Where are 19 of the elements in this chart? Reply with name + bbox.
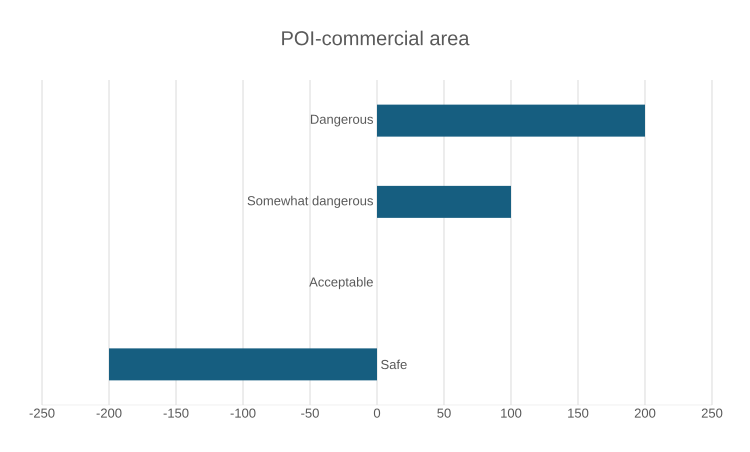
y-tick-label: Safe (381, 360, 407, 370)
y-tick-label: Acceptable (309, 277, 373, 290)
y-tick-label: Dangerous (310, 114, 373, 126)
x-tick-label: -50 (301, 408, 319, 418)
x-tick-label: -200 (96, 408, 122, 418)
bar (377, 186, 511, 218)
x-tick-label: -100 (230, 408, 256, 418)
x-tick-label: 250 (702, 408, 722, 418)
chart-title: POI-commercial area (282, 30, 470, 46)
x-tick-label: -150 (164, 408, 189, 418)
x-tick-label: 200 (634, 408, 656, 418)
x-tick-label: -250 (30, 408, 55, 418)
bar (377, 104, 645, 137)
bar (109, 348, 377, 380)
x-tick-label: 100 (501, 408, 522, 418)
x-tick-label: 50 (437, 408, 451, 418)
y-tick-label: Somewhat dangerous (248, 196, 373, 208)
x-tick-label: 150 (568, 408, 588, 418)
x-tick-label: 0 (374, 408, 380, 418)
